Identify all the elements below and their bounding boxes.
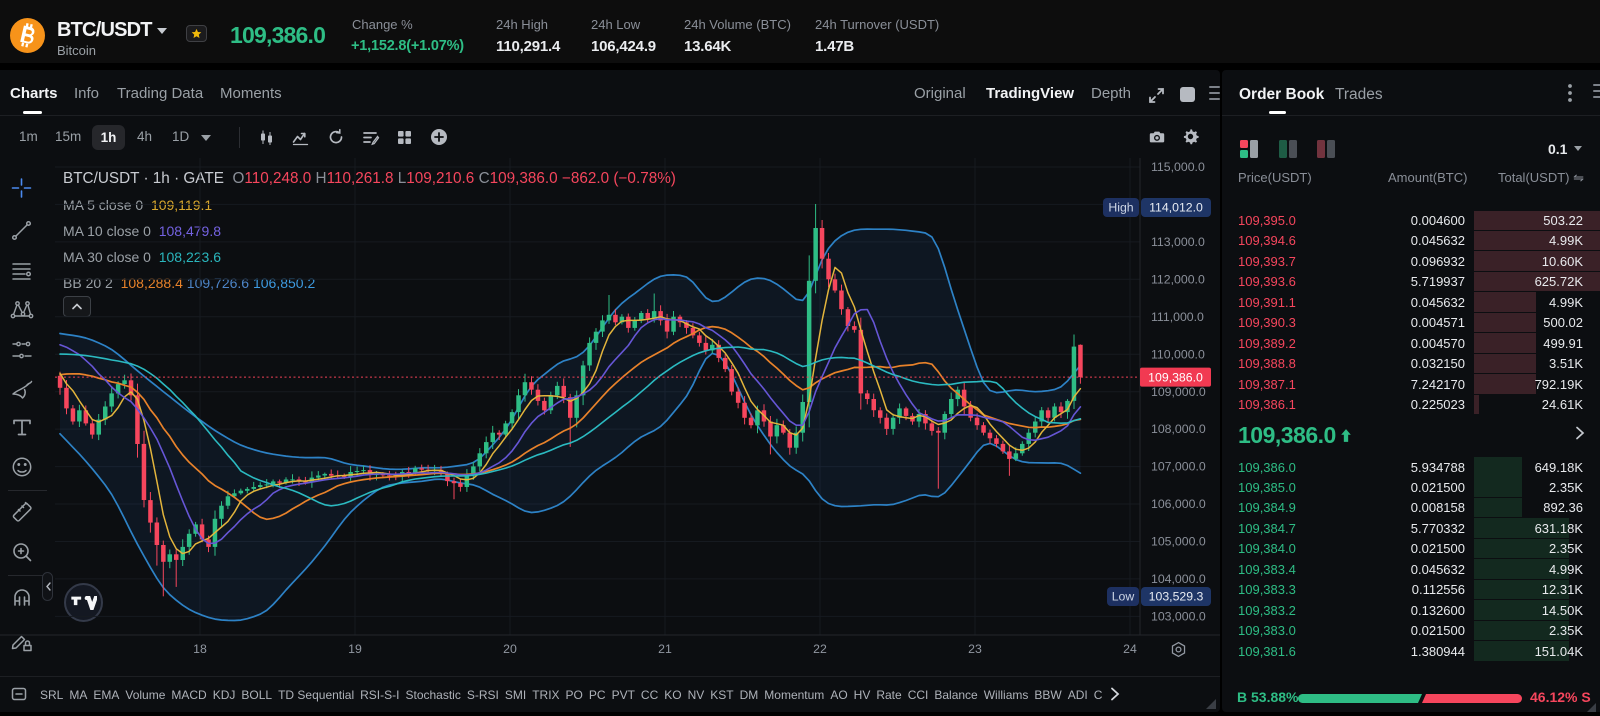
svg-text:20: 20 (503, 642, 517, 656)
svg-text:106,000.0: 106,000.0 (1151, 497, 1206, 511)
svg-text:113,000.0: 113,000.0 (1151, 235, 1205, 249)
svg-text:104,000.0: 104,000.0 (1151, 572, 1206, 586)
svg-text:108,000.0: 108,000.0 (1151, 422, 1206, 436)
svg-text:107,000.0: 107,000.0 (1151, 460, 1206, 474)
svg-text:114,012.0: 114,012.0 (1149, 201, 1203, 215)
svg-text:103,000.0: 103,000.0 (1151, 609, 1206, 623)
svg-text:23: 23 (968, 642, 982, 656)
svg-text:109,386.0: 109,386.0 (1148, 371, 1203, 385)
svg-text:111,000.0: 111,000.0 (1151, 310, 1204, 324)
svg-text:112,000.0: 112,000.0 (1151, 273, 1205, 287)
svg-text:Low: Low (1112, 590, 1135, 604)
svg-text:103,529.3: 103,529.3 (1149, 590, 1204, 604)
svg-text:21: 21 (658, 642, 672, 656)
svg-text:24: 24 (1123, 642, 1137, 656)
svg-text:110,000.0: 110,000.0 (1151, 347, 1205, 361)
svg-text:109,000.0: 109,000.0 (1151, 385, 1206, 399)
svg-text:22: 22 (813, 642, 827, 656)
svg-text:18: 18 (193, 642, 207, 656)
svg-text:105,000.0: 105,000.0 (1151, 535, 1206, 549)
svg-text:19: 19 (348, 642, 362, 656)
svg-text:High: High (1108, 201, 1133, 215)
svg-text:115,000.0: 115,000.0 (1151, 160, 1205, 174)
